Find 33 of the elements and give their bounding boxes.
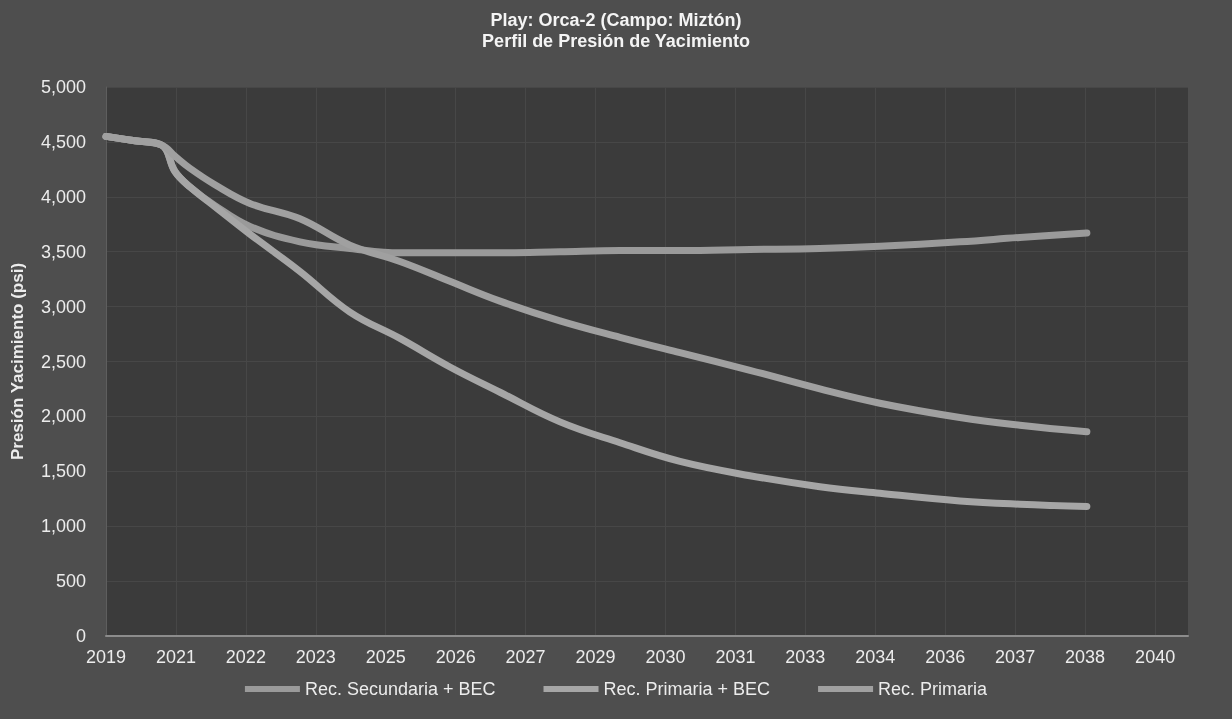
legend-label: Rec. Primaria + BEC [603, 679, 771, 699]
x-tick-label: 2022 [225, 647, 266, 667]
y-tick-label: 4,500 [40, 131, 86, 152]
legend-label: Rec. Primaria [878, 679, 989, 699]
x-tick-label: 2019 [85, 647, 127, 667]
x-tick-label: 2033 [785, 647, 826, 667]
y-tick-label: 2,500 [40, 351, 86, 372]
x-tick-label: 2031 [715, 647, 756, 667]
x-tick-label: 2021 [155, 647, 196, 667]
y-tick-label: 3,000 [40, 296, 86, 317]
x-tick-label: 2023 [295, 647, 336, 667]
y-axis-title: Presión Yacimiento (psi) [8, 262, 27, 461]
y-tick-label: 4,000 [40, 186, 86, 207]
chart-subtitle: Perfil de Presión de Yacimiento [482, 31, 750, 51]
x-tick-label: 2034 [855, 647, 896, 667]
y-tick-label: 1,500 [40, 461, 86, 482]
x-tick-label: 2025 [365, 647, 406, 667]
chart-title: Play: Orca-2 (Campo: Miztón) [490, 10, 742, 30]
y-tick-label: 1,000 [40, 516, 86, 537]
x-tick-label: 2027 [505, 647, 546, 667]
x-tick-label: 2037 [995, 647, 1036, 667]
x-tick-label: 2036 [925, 647, 966, 667]
y-tick-label: 500 [55, 571, 86, 592]
y-tick-label: 2,000 [40, 406, 86, 427]
x-tick-label: 2030 [645, 647, 686, 667]
y-tick-label: 5,000 [40, 77, 86, 97]
y-tick-label: 0 [75, 626, 86, 646]
x-tick-label: 2038 [1065, 647, 1106, 667]
x-tick-label: 2026 [435, 647, 476, 667]
x-tick-label: 2029 [575, 647, 616, 667]
y-tick-label: 3,500 [40, 241, 86, 262]
legend-label: Rec. Secundaria + BEC [304, 679, 496, 699]
x-tick-label: 2040 [1135, 647, 1176, 667]
